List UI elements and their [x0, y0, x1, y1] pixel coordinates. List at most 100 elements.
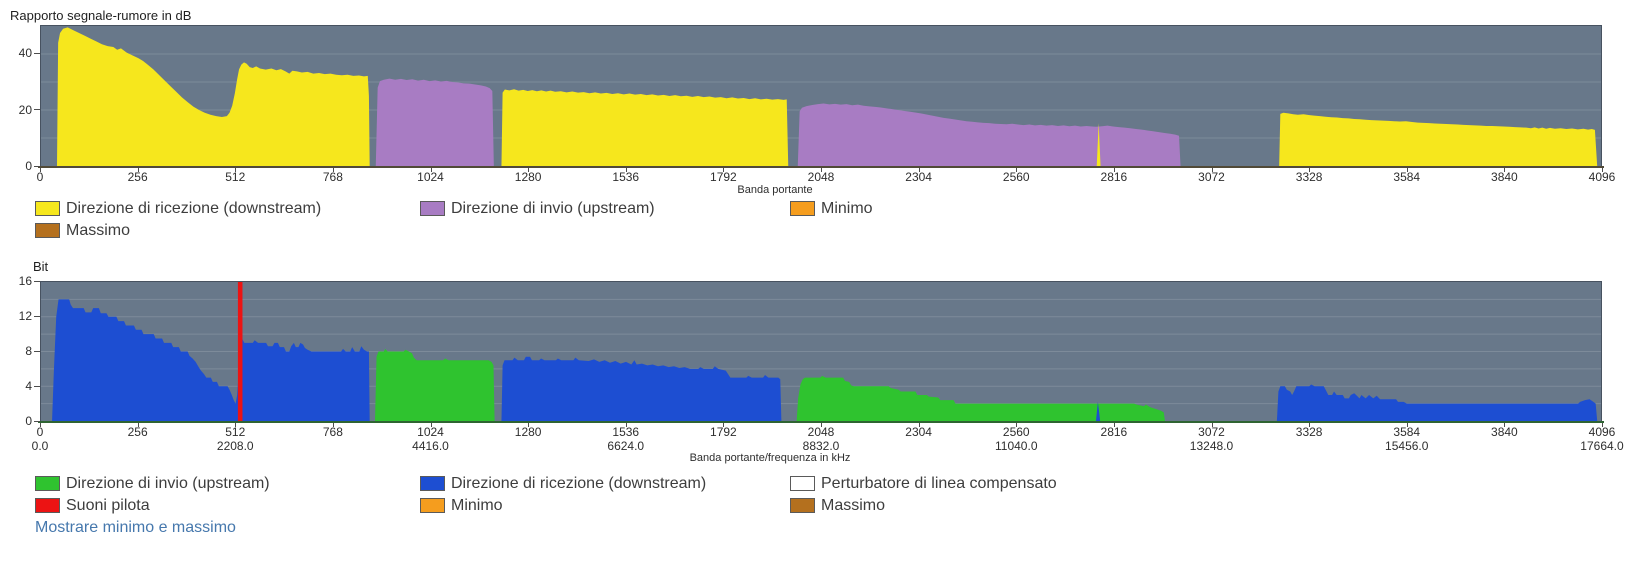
- x-tick-mark: [821, 168, 822, 172]
- y-tick-mark: [34, 385, 40, 387]
- x-tick-mark: [528, 168, 530, 172]
- x-tick-label: 3840: [1491, 425, 1518, 439]
- x-tick-mark: [1211, 423, 1213, 427]
- legend-swatch: [420, 476, 445, 491]
- y-tick-label: 0: [25, 414, 32, 428]
- x-tick-mark: [1113, 168, 1115, 172]
- y-tick-label: 0: [25, 159, 32, 173]
- khz-tick-label: 0.0: [31, 439, 49, 453]
- x-tick-label: 768: [322, 170, 343, 184]
- x-tick-mark: [1504, 168, 1506, 172]
- x-tick-mark: [723, 168, 725, 172]
- y-tick-label: 16: [18, 274, 32, 288]
- x-tick-label: 2304: [905, 170, 932, 184]
- legend-swatch: [420, 201, 445, 216]
- x-tick-mark: [625, 168, 627, 172]
- x-tick-mark: [1602, 168, 1603, 172]
- x-tick-label: 2816: [1100, 425, 1128, 439]
- x-tick-label: 3072: [1198, 425, 1225, 439]
- legend-swatch: [35, 223, 60, 238]
- x-tick-mark: [1406, 423, 1408, 427]
- khz-tick-label: 17664.0: [1580, 439, 1624, 453]
- legend-swatch: [790, 498, 815, 513]
- x-tick-mark: [1211, 168, 1213, 172]
- x-tick-label: 512: [225, 425, 246, 439]
- x-tick-mark: [430, 423, 432, 427]
- x-tick-label: 1536: [612, 170, 640, 184]
- x-tick-label: 1792: [710, 425, 737, 439]
- y-tick-label: 4: [25, 379, 32, 393]
- khz-tick-label: 13248.0: [1189, 439, 1234, 453]
- x-tick-mark: [137, 423, 139, 427]
- x-tick-label: 512: [225, 170, 246, 184]
- x-tick-label: 0: [36, 170, 44, 184]
- snr-xaxis-title: Banda portante: [737, 184, 813, 196]
- y-tick-mark: [34, 109, 40, 111]
- bit-plot-area: [40, 281, 1602, 421]
- x-tick-mark: [40, 168, 41, 172]
- x-tick-mark: [918, 423, 920, 427]
- x-tick-mark: [332, 168, 334, 172]
- area-bits-upstream-band-1: [375, 348, 495, 421]
- y-tick-label: 40: [18, 46, 32, 61]
- x-tick-mark: [528, 423, 530, 427]
- area-bits-downstream-band-1: [52, 299, 370, 421]
- x-tick-mark: [430, 168, 432, 172]
- x-tick-mark: [918, 168, 920, 172]
- x-tick-label: 1024: [417, 170, 444, 184]
- legend-label: Minimo: [451, 497, 503, 514]
- x-tick-mark: [1504, 423, 1506, 427]
- x-tick-mark: [1113, 423, 1115, 427]
- x-tick-label: 4096: [1588, 425, 1616, 439]
- area-downstream-band-3: [1279, 112, 1598, 166]
- x-tick-label: 2048: [807, 170, 835, 184]
- y-tick-mark: [34, 52, 40, 54]
- y-tick-mark: [34, 280, 40, 282]
- bit-chart-title: Bit: [33, 259, 49, 274]
- x-tick-label: 2560: [1002, 170, 1030, 184]
- legend-label: Direzione di invio (upstream): [451, 200, 655, 217]
- x-tick-mark: [1309, 168, 1311, 172]
- legend-swatch: [420, 498, 445, 513]
- snr-chart-title: Rapporto segnale-rumore in dB: [10, 8, 192, 23]
- x-tick-label: 256: [127, 425, 148, 439]
- legend-swatch: [790, 476, 815, 491]
- x-tick-label: 4096: [1588, 170, 1616, 184]
- area-downstream-spike: [1096, 123, 1101, 166]
- legend-label: Direzione di ricezione (downstream): [451, 475, 707, 492]
- x-tick-mark: [235, 423, 237, 427]
- y-tick-mark: [34, 165, 40, 167]
- x-tick-mark: [235, 168, 237, 172]
- x-tick-label: 256: [127, 170, 148, 184]
- bit-xaxis-title: Banda portante/frequenza in kHz: [689, 452, 851, 464]
- x-tick-mark: [40, 423, 41, 427]
- x-tick-label: 1536: [612, 425, 640, 439]
- khz-tick-label: 11040.0: [995, 439, 1038, 453]
- x-tick-label: 2560: [1002, 425, 1030, 439]
- legend-label: Massimo: [821, 497, 886, 514]
- x-tick-label: 3072: [1198, 170, 1225, 184]
- x-tick-mark: [1016, 168, 1018, 172]
- x-tick-label: 2304: [905, 425, 932, 439]
- legend-swatch: [790, 201, 815, 216]
- x-tick-mark: [1309, 423, 1311, 427]
- khz-tick-label: 8832.0: [802, 439, 840, 453]
- x-tick-label: 768: [322, 425, 343, 439]
- y-tick-mark: [34, 350, 40, 352]
- x-tick-mark: [1406, 168, 1408, 172]
- area-bits-upstream-band-2: [796, 375, 1165, 421]
- legend-label: Direzione di invio (upstream): [66, 475, 270, 492]
- area-downstream-band-2: [501, 89, 789, 166]
- y-tick-label: 20: [18, 102, 32, 117]
- x-tick-label: 1792: [710, 170, 737, 184]
- x-tick-label: 1280: [514, 170, 542, 184]
- area-downstream-band-1: [56, 27, 370, 166]
- x-tick-label: 3328: [1295, 170, 1323, 184]
- x-tick-mark: [1016, 423, 1018, 427]
- show-min-max-link[interactable]: Mostrare minimo e massimo: [35, 519, 236, 536]
- x-tick-mark: [723, 423, 725, 427]
- x-tick-label: 1280: [514, 425, 542, 439]
- khz-tick-label: 4416.0: [412, 439, 449, 453]
- y-tick-mark: [34, 315, 40, 317]
- y-tick-mark: [34, 420, 40, 422]
